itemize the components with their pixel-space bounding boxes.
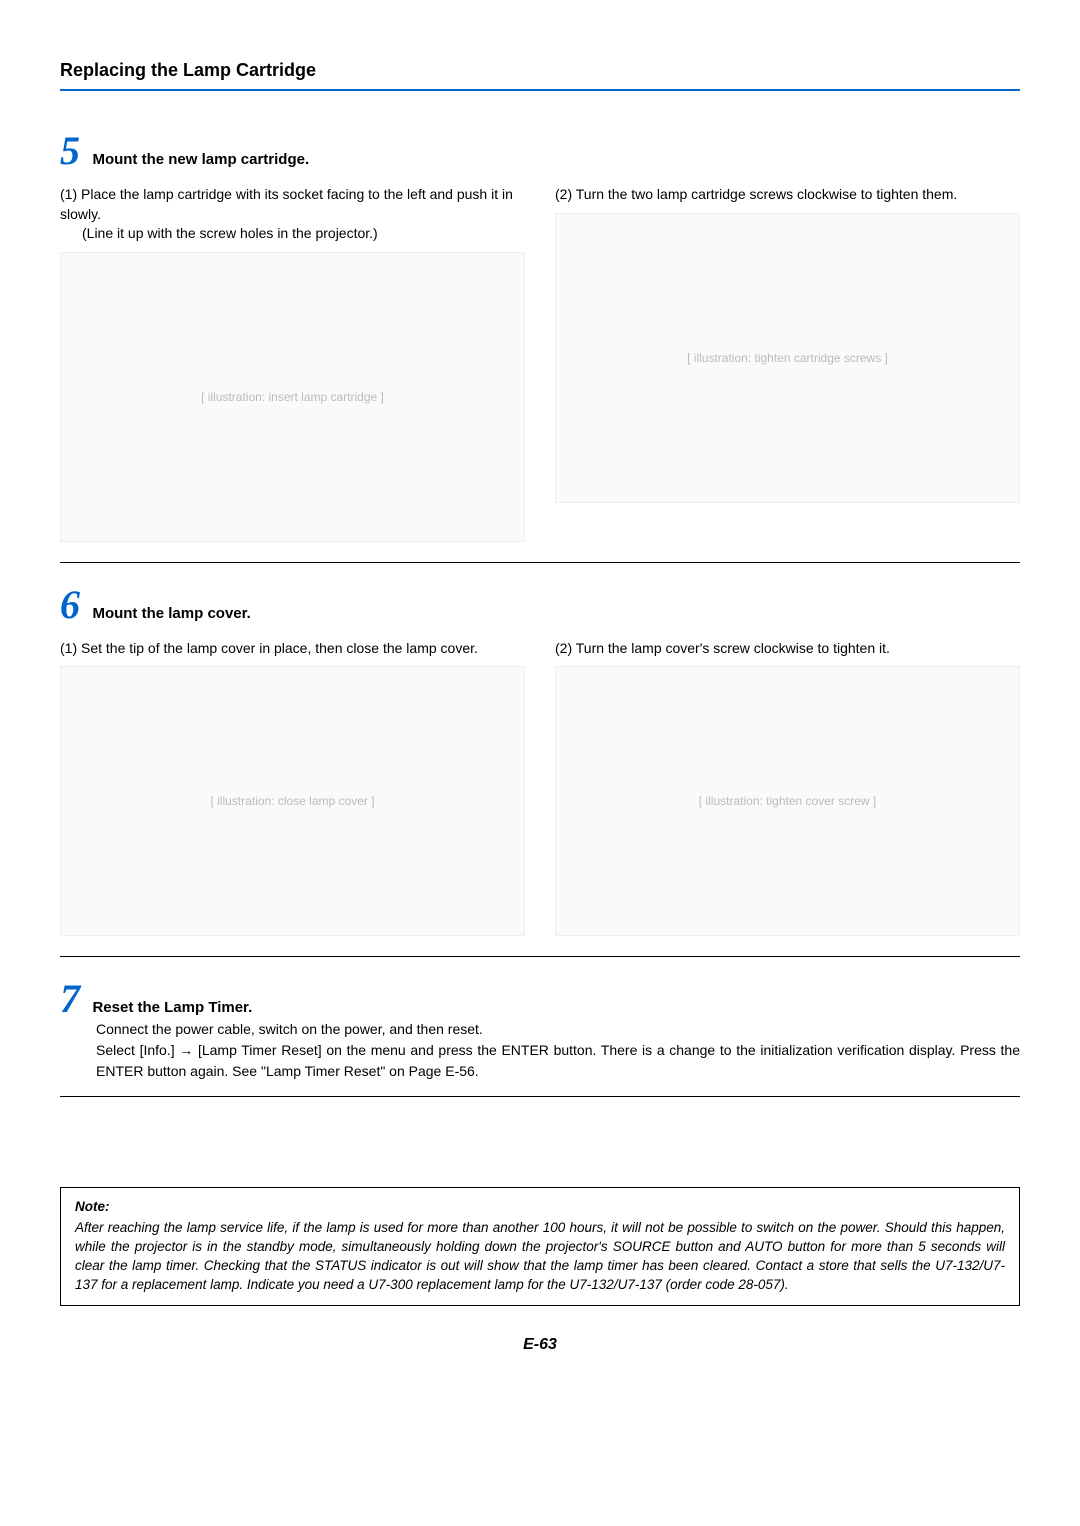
step6-number: 6 [60, 585, 80, 625]
step7-line1: Connect the power cable, switch on the p… [96, 1019, 1020, 1040]
divider-1 [60, 562, 1020, 563]
step7-header: 7 Reset the Lamp Timer. [60, 979, 1020, 1019]
page-footer: E-63 [60, 1336, 1020, 1354]
step5-right-main: (2) Turn the two lamp cartridge screws c… [555, 185, 1020, 205]
figure-6-2: [ illustration: tighten cover screw ] [555, 666, 1020, 936]
step7-line2b: [Lamp Timer Reset] on the menu and press… [96, 1042, 1020, 1079]
arrow-icon: → [179, 1042, 193, 1058]
step6-title: Mount the lamp cover. [92, 605, 250, 622]
step7-number: 7 [60, 979, 80, 1019]
divider-3 [60, 1096, 1020, 1097]
step5-left-col: (1) Place the lamp cartridge with its so… [60, 185, 525, 542]
step7-title: Reset the Lamp Timer. [92, 999, 252, 1016]
step6-right-col: (2) Turn the lamp cover's screw clockwis… [555, 639, 1020, 937]
step7-line2: Select [Info.] → [Lamp Timer Reset] on t… [96, 1040, 1020, 1082]
step6-left-col: (1) Set the tip of the lamp cover in pla… [60, 639, 525, 937]
step5-number: 5 [60, 131, 80, 171]
step6-right-main: (2) Turn the lamp cover's screw clockwis… [555, 639, 1020, 659]
step7-line2a: Select [Info.] [96, 1042, 179, 1058]
step5-left-main: (1) Place the lamp cartridge with its so… [60, 186, 513, 222]
figure-5-1: [ illustration: insert lamp cartridge ] [60, 252, 525, 542]
step5-title: Mount the new lamp cartridge. [92, 151, 309, 168]
step6-left-main: (1) Set the tip of the lamp cover in pla… [60, 639, 525, 659]
divider-2 [60, 956, 1020, 957]
note-box: Note: After reaching the lamp service li… [60, 1187, 1020, 1305]
note-title: Note: [75, 1198, 1005, 1217]
step7-body: Connect the power cable, switch on the p… [60, 1019, 1020, 1082]
note-body: After reaching the lamp service life, if… [75, 1219, 1005, 1295]
page-header: Replacing the Lamp Cartridge [60, 60, 1020, 91]
step5-columns: (1) Place the lamp cartridge with its so… [60, 185, 1020, 542]
step6-columns: (1) Set the tip of the lamp cover in pla… [60, 639, 1020, 937]
step5-left-text: (1) Place the lamp cartridge with its so… [60, 185, 525, 244]
step5-left-sub: (Line it up with the screw holes in the … [60, 224, 525, 244]
step5-header: 5 Mount the new lamp cartridge. [60, 131, 1020, 171]
figure-6-1: [ illustration: close lamp cover ] [60, 666, 525, 936]
step6-header: 6 Mount the lamp cover. [60, 585, 1020, 625]
page-title: Replacing the Lamp Cartridge [60, 60, 316, 80]
figure-5-2: [ illustration: tighten cartridge screws… [555, 213, 1020, 503]
step5-right-col: (2) Turn the two lamp cartridge screws c… [555, 185, 1020, 542]
